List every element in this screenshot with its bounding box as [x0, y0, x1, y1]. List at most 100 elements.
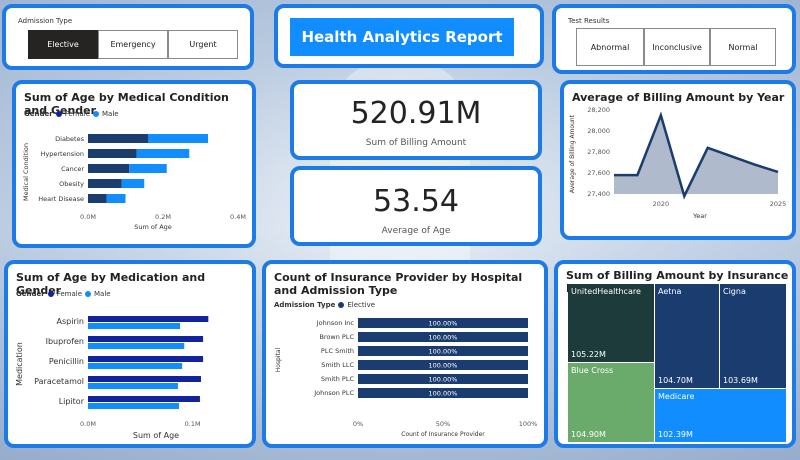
x-tick-label: 0%	[353, 420, 363, 428]
treemap-tile-aetna[interactable]: Aetna 104.70M	[655, 284, 719, 388]
tile-name: Cigna	[723, 287, 746, 296]
treemap-tile-blue-cross[interactable]: Blue Cross 104.90M	[568, 363, 654, 442]
y-tick-label: 27,600	[587, 169, 610, 177]
legend-male: Male	[94, 290, 111, 298]
x-tick-label: 0.4M	[230, 213, 246, 221]
chart-title: Count of Insurance Provider by Hospital …	[274, 271, 523, 297]
legend-female: Female	[56, 290, 82, 298]
category-label: PLC Smith	[321, 347, 354, 355]
kpi-age-value: 53.54	[373, 184, 459, 219]
bar-male	[88, 323, 181, 329]
y-tick-label: 27,400	[587, 190, 610, 198]
x-axis-label: Count of Insurance Provider	[401, 431, 485, 438]
category-label: Lipitor	[59, 397, 85, 406]
kpi-billing-card: 520.91M Sum of Billing Amount	[290, 80, 542, 160]
x-axis-label: Year	[692, 212, 707, 220]
bar-male	[106, 194, 126, 203]
x-tick-label: 2020	[653, 200, 670, 208]
category-label: Johnson Inc	[316, 319, 355, 327]
tile-value: 102.39M	[658, 430, 693, 439]
category-label: Smith PLC	[321, 375, 355, 383]
x-tick-label: 0.0M	[80, 213, 96, 221]
bar-elective	[358, 318, 528, 328]
category-label: Penicillin	[49, 357, 84, 366]
test-option-abnormal[interactable]: Abnormal	[576, 28, 644, 66]
male-legend-dot	[93, 111, 99, 117]
age-by-medication-chart: Sum of Age by Medication and Gender Gend…	[4, 260, 256, 448]
legend-elective: Elective	[347, 301, 376, 309]
bar-female	[88, 376, 201, 382]
treemap-tile-cigna[interactable]: Cigna 103.69M	[720, 284, 786, 388]
x-tick-label: 0.2M	[155, 213, 171, 221]
female-legend-dot	[55, 111, 62, 117]
chart-title: Sum of Age by Medical Condition and Gend…	[24, 91, 229, 117]
category-label: Heart Disease	[38, 195, 84, 203]
tile-value: 104.70M	[658, 376, 693, 385]
admission-option-elective[interactable]: Elective	[28, 30, 98, 59]
data-label: 100.00%	[429, 320, 458, 328]
y-axis-label: Medical Condition	[22, 143, 30, 201]
admission-option-urgent[interactable]: Urgent	[168, 30, 238, 59]
data-label: 100.00%	[429, 390, 458, 398]
bar-elective	[358, 374, 528, 384]
legend-male: Male	[102, 110, 119, 118]
bar-male	[148, 134, 208, 143]
bar-male	[88, 343, 185, 349]
bar-elective	[358, 346, 528, 356]
treemap-tile-unitedhealthcare[interactable]: UnitedHealthcare 105.22M	[568, 284, 654, 362]
admission-type-slicer: Admission Type Elective Emergency Urgent	[2, 4, 254, 70]
tile-value: 103.69M	[723, 376, 758, 385]
kpi-age-label: Average of Age	[381, 226, 451, 236]
category-label: Cancer	[61, 165, 84, 173]
report-title-card: Health Analytics Report	[274, 4, 544, 68]
category-label: Hypertension	[41, 150, 85, 158]
series-line	[614, 111, 779, 200]
admission-option-emergency[interactable]: Emergency	[98, 30, 168, 59]
data-label: 100.00%	[429, 348, 458, 356]
bar-male	[88, 363, 183, 369]
test-option-normal[interactable]: Normal	[710, 28, 776, 66]
kpi-age-card: 53.54 Average of Age	[290, 166, 542, 246]
admission-type-label: Admission Type	[18, 17, 73, 25]
x-tick-label: 50%	[436, 420, 450, 428]
bar-female	[88, 179, 122, 188]
bar-female	[88, 396, 200, 402]
legend-title: Gender	[24, 110, 53, 118]
data-label: 100.00%	[429, 334, 458, 342]
tile-name: Aetna	[658, 287, 682, 296]
legend-title: Gender	[16, 290, 45, 298]
age-by-condition-chart: Sum of Age by Medical Condition and Gend…	[12, 80, 256, 248]
tile-name: Blue Cross	[571, 366, 614, 375]
x-tick-label: 100%	[519, 420, 538, 428]
chart-plot: Johnson Inc 100.00% Brown PLC 100.00% PLC Sm…	[275, 318, 538, 438]
test-results-slicer: Test Results Abnormal Inconclusive Norma…	[552, 4, 796, 74]
test-results-label: Test Results	[568, 17, 610, 25]
bar-elective	[358, 332, 528, 342]
y-axis-label: Hospital	[275, 347, 282, 372]
category-label: Ibuprofen	[46, 337, 84, 346]
y-tick-label: 28,000	[587, 127, 610, 135]
male-legend-dot	[85, 291, 91, 297]
bar-female	[88, 164, 130, 173]
elective-legend-dot	[338, 302, 345, 308]
insurance-by-hospital-chart: Count of Insurance Provider by Hospital …	[262, 260, 548, 448]
chart-legend: Gender Female Male	[24, 110, 119, 118]
x-tick-label: 0.1M	[185, 420, 201, 428]
treemap-tile-medicare[interactable]: Medicare 102.39M	[655, 389, 786, 442]
test-option-inconclusive[interactable]: Inconclusive	[644, 28, 710, 66]
area-fill	[614, 115, 778, 197]
bar-female	[88, 336, 204, 342]
report-title: Health Analytics Report	[290, 18, 514, 56]
legend-female: Female	[64, 110, 90, 118]
x-axis-label: Sum of Age	[134, 223, 172, 231]
bar-male	[129, 164, 167, 173]
tile-name: UnitedHealthcare	[571, 287, 641, 296]
bar-female	[88, 356, 204, 362]
x-axis-label: Sum of Age	[133, 431, 179, 440]
chart-plot: Aspirin Ibuprofen Penicillin Paracetamol Lip…	[15, 316, 209, 440]
data-label: 100.00%	[429, 362, 458, 370]
bar-elective	[358, 388, 528, 398]
y-tick-label: 27,800	[587, 148, 610, 156]
female-legend-dot	[47, 291, 54, 297]
chart-plot: 28,200 28,000 27,800 27,600 27,400 2020 2025 Ye…	[569, 106, 786, 220]
